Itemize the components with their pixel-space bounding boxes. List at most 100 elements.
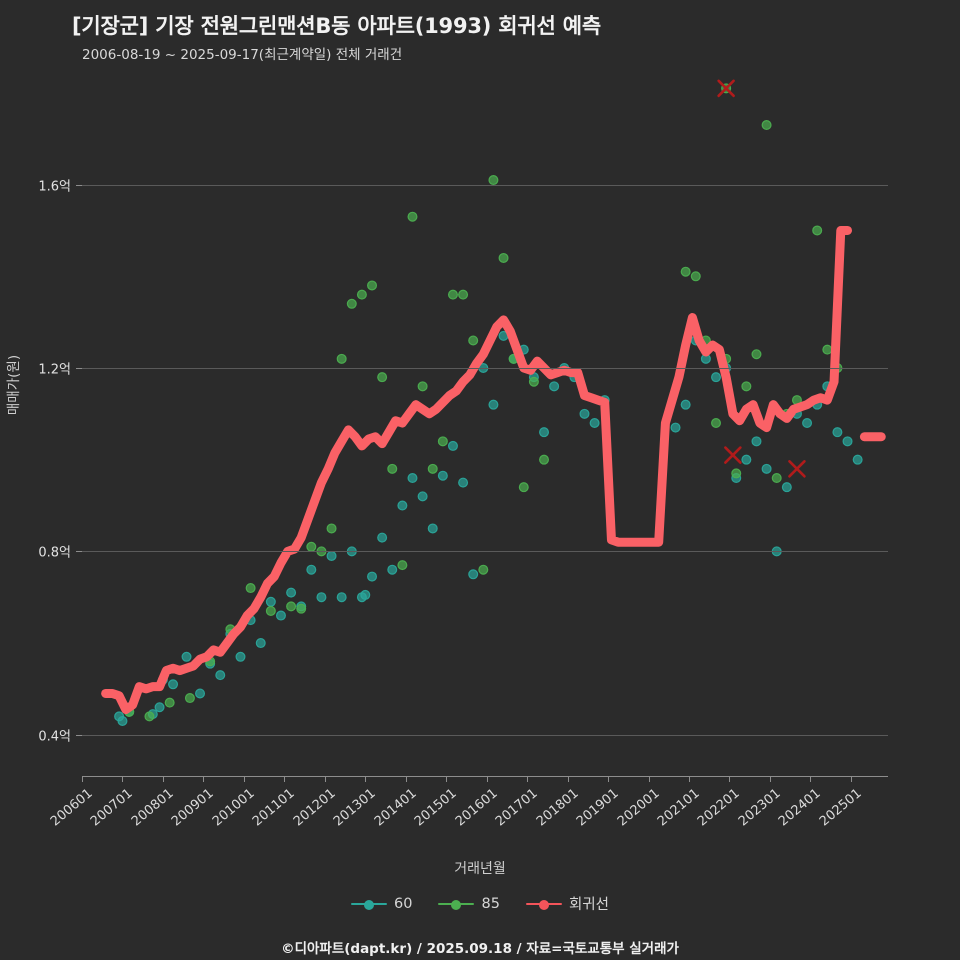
data-point [458, 289, 469, 300]
data-point [711, 372, 722, 383]
data-point [407, 211, 418, 222]
data-point [417, 491, 428, 502]
data-point [437, 436, 448, 447]
data-point [518, 482, 529, 493]
data-point [397, 500, 408, 511]
y-axis-title: 매매가(원) [2, 355, 22, 415]
data-point [356, 289, 367, 300]
data-point [265, 596, 276, 607]
legend-label: 회귀선 [568, 897, 609, 913]
data-point [488, 399, 499, 410]
data-point [407, 473, 418, 484]
data-point [235, 651, 246, 662]
data-point [144, 711, 155, 722]
legend-item-85[interactable]: 85 [438, 895, 500, 912]
x-tick-mark [729, 776, 731, 782]
legend-label: 60 [394, 895, 413, 912]
data-point [690, 271, 701, 282]
data-point [437, 470, 448, 481]
x-axis-line [82, 776, 888, 777]
data-point [367, 280, 378, 291]
data-point [184, 693, 195, 704]
data-point [245, 583, 256, 594]
y-tick-label: 1.2억 [38, 362, 71, 378]
data-point [498, 252, 509, 263]
data-point [478, 564, 489, 575]
data-point [387, 463, 398, 474]
y-axis-title-label: 매매가(원) [6, 354, 22, 416]
data-point [761, 120, 772, 131]
x-tick-mark [122, 776, 124, 782]
data-point [812, 225, 823, 236]
data-point [539, 427, 550, 438]
data-point [360, 589, 371, 600]
footer-credit: ©디아파트(dapt.kr) / 2025.09.18 / 자료=국토교통부 실… [281, 941, 679, 957]
data-point [427, 463, 438, 474]
x-tick-mark [769, 776, 771, 782]
data-point [579, 408, 590, 419]
data-point [154, 702, 165, 713]
data-point [842, 436, 853, 447]
y-gridline [82, 184, 888, 186]
data-point [680, 399, 691, 410]
data-point [447, 440, 458, 451]
data-point [286, 587, 297, 598]
data-point [296, 603, 307, 614]
data-point [195, 688, 206, 699]
data-point [781, 482, 792, 493]
legend-marker-icon [525, 898, 562, 910]
data-point [771, 473, 782, 484]
data-point [852, 454, 863, 465]
legend-item-60[interactable]: 60 [351, 896, 412, 912]
data-point [741, 381, 752, 392]
x-tick-mark [527, 776, 529, 782]
plot-area: 1.6억 1.2억 0.8억 0.4억 200601 200701 200801 200901… [38, 70, 888, 829]
data-point [802, 418, 813, 429]
data-point [306, 541, 317, 552]
data-point [336, 353, 347, 364]
x-tick-mark [648, 776, 650, 782]
data-point [741, 454, 752, 465]
data-point [822, 344, 833, 355]
legend-label: 85 [481, 895, 500, 912]
x-axis-title: 거래년월 [454, 861, 506, 877]
data-point [447, 289, 458, 300]
y-tick-mark [76, 184, 82, 186]
legend-marker-icon [438, 898, 475, 910]
data-point [326, 550, 337, 561]
data-point [255, 638, 266, 649]
data-point [832, 427, 843, 438]
x-tick-mark [243, 776, 245, 782]
x-tick-mark [324, 776, 326, 782]
x-tick-mark [284, 776, 286, 782]
y-tick-mark [76, 551, 82, 553]
y-tick-mark [76, 367, 82, 369]
data-point [670, 422, 681, 433]
data-point [346, 298, 357, 309]
outlier-markers [717, 79, 806, 478]
x-tick-mark [850, 776, 852, 782]
data-point [417, 381, 428, 392]
data-point [181, 651, 192, 662]
y-gridline [82, 551, 888, 553]
x-tick-mark [810, 776, 812, 782]
legend-marker-icon [351, 898, 388, 910]
data-point [275, 610, 286, 621]
data-point [164, 697, 175, 708]
data-point [286, 601, 297, 612]
y-tick-label: 0.4억 [38, 729, 71, 745]
data-point [549, 381, 560, 392]
data-point [336, 592, 347, 603]
x-tick-mark [608, 776, 610, 782]
data-point [367, 571, 378, 582]
chart-legend: 60 85 회귀선 [0, 893, 960, 914]
data-point [265, 605, 276, 616]
data-point [316, 592, 327, 603]
legend-item-회귀선[interactable]: 회귀선 [525, 893, 609, 914]
outlier-x-icon [724, 446, 742, 464]
data-point [468, 335, 479, 346]
x-tick-mark [162, 776, 164, 782]
chart-canvas [101, 79, 886, 726]
x-tick-mark [365, 776, 367, 782]
